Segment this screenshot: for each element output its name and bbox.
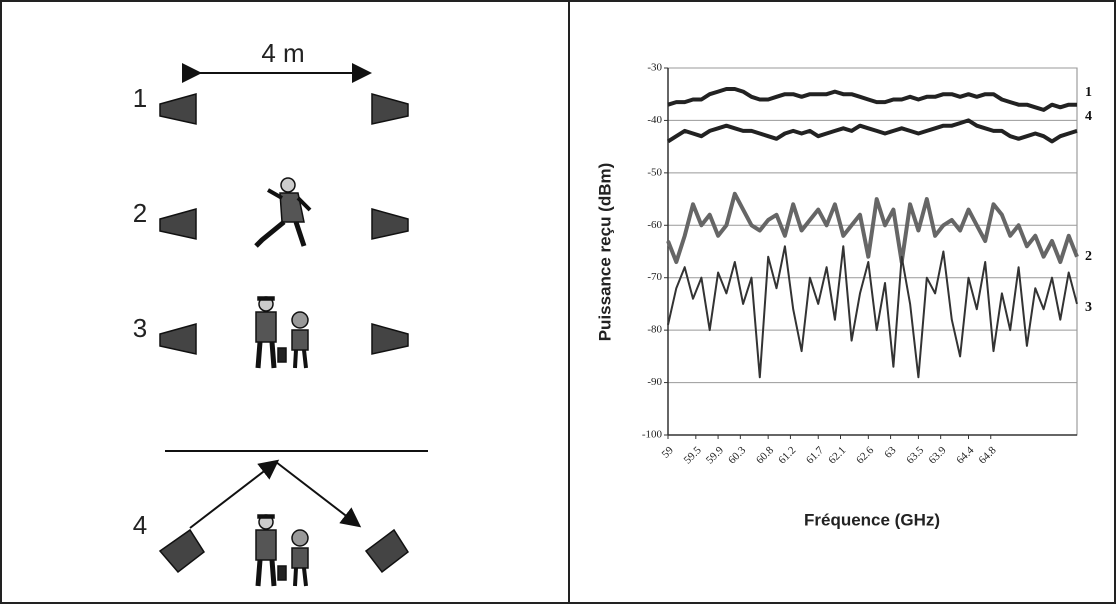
series-label: 2	[1085, 249, 1092, 264]
people	[254, 177, 312, 587]
scenario-label: 2	[133, 198, 147, 228]
y-tick-label: -40	[647, 114, 662, 126]
y-tick-label: -70	[647, 271, 662, 283]
x-axis-label: Fréquence (GHz)	[804, 510, 940, 529]
y-tick-label: -60	[647, 219, 662, 231]
y-tick-label: -90	[647, 376, 662, 388]
scenario-label: 3	[133, 313, 147, 343]
y-tick-label: -100	[642, 429, 663, 441]
scenario-label: 4	[133, 510, 147, 540]
ray	[189, 459, 280, 529]
distance-label: 4 m	[261, 38, 304, 68]
scenario-label: 1	[133, 83, 147, 113]
antennas	[158, 93, 410, 574]
series-line	[667, 87, 1077, 112]
y-tick-label: -30	[647, 62, 662, 74]
y-axis-label: Puissance reçu (dBm)	[595, 163, 614, 342]
series-line	[667, 245, 1078, 379]
series-line	[666, 118, 1078, 144]
series-label: 3	[1085, 300, 1092, 315]
series-label: 4	[1085, 109, 1092, 124]
y-tick-label: -80	[647, 324, 662, 336]
series-label: 1	[1085, 85, 1092, 100]
diagram: 4 m 1 2 3 4	[133, 38, 428, 587]
series-line	[666, 191, 1079, 264]
ray	[275, 461, 362, 528]
y-tick-label: -50	[647, 166, 662, 178]
